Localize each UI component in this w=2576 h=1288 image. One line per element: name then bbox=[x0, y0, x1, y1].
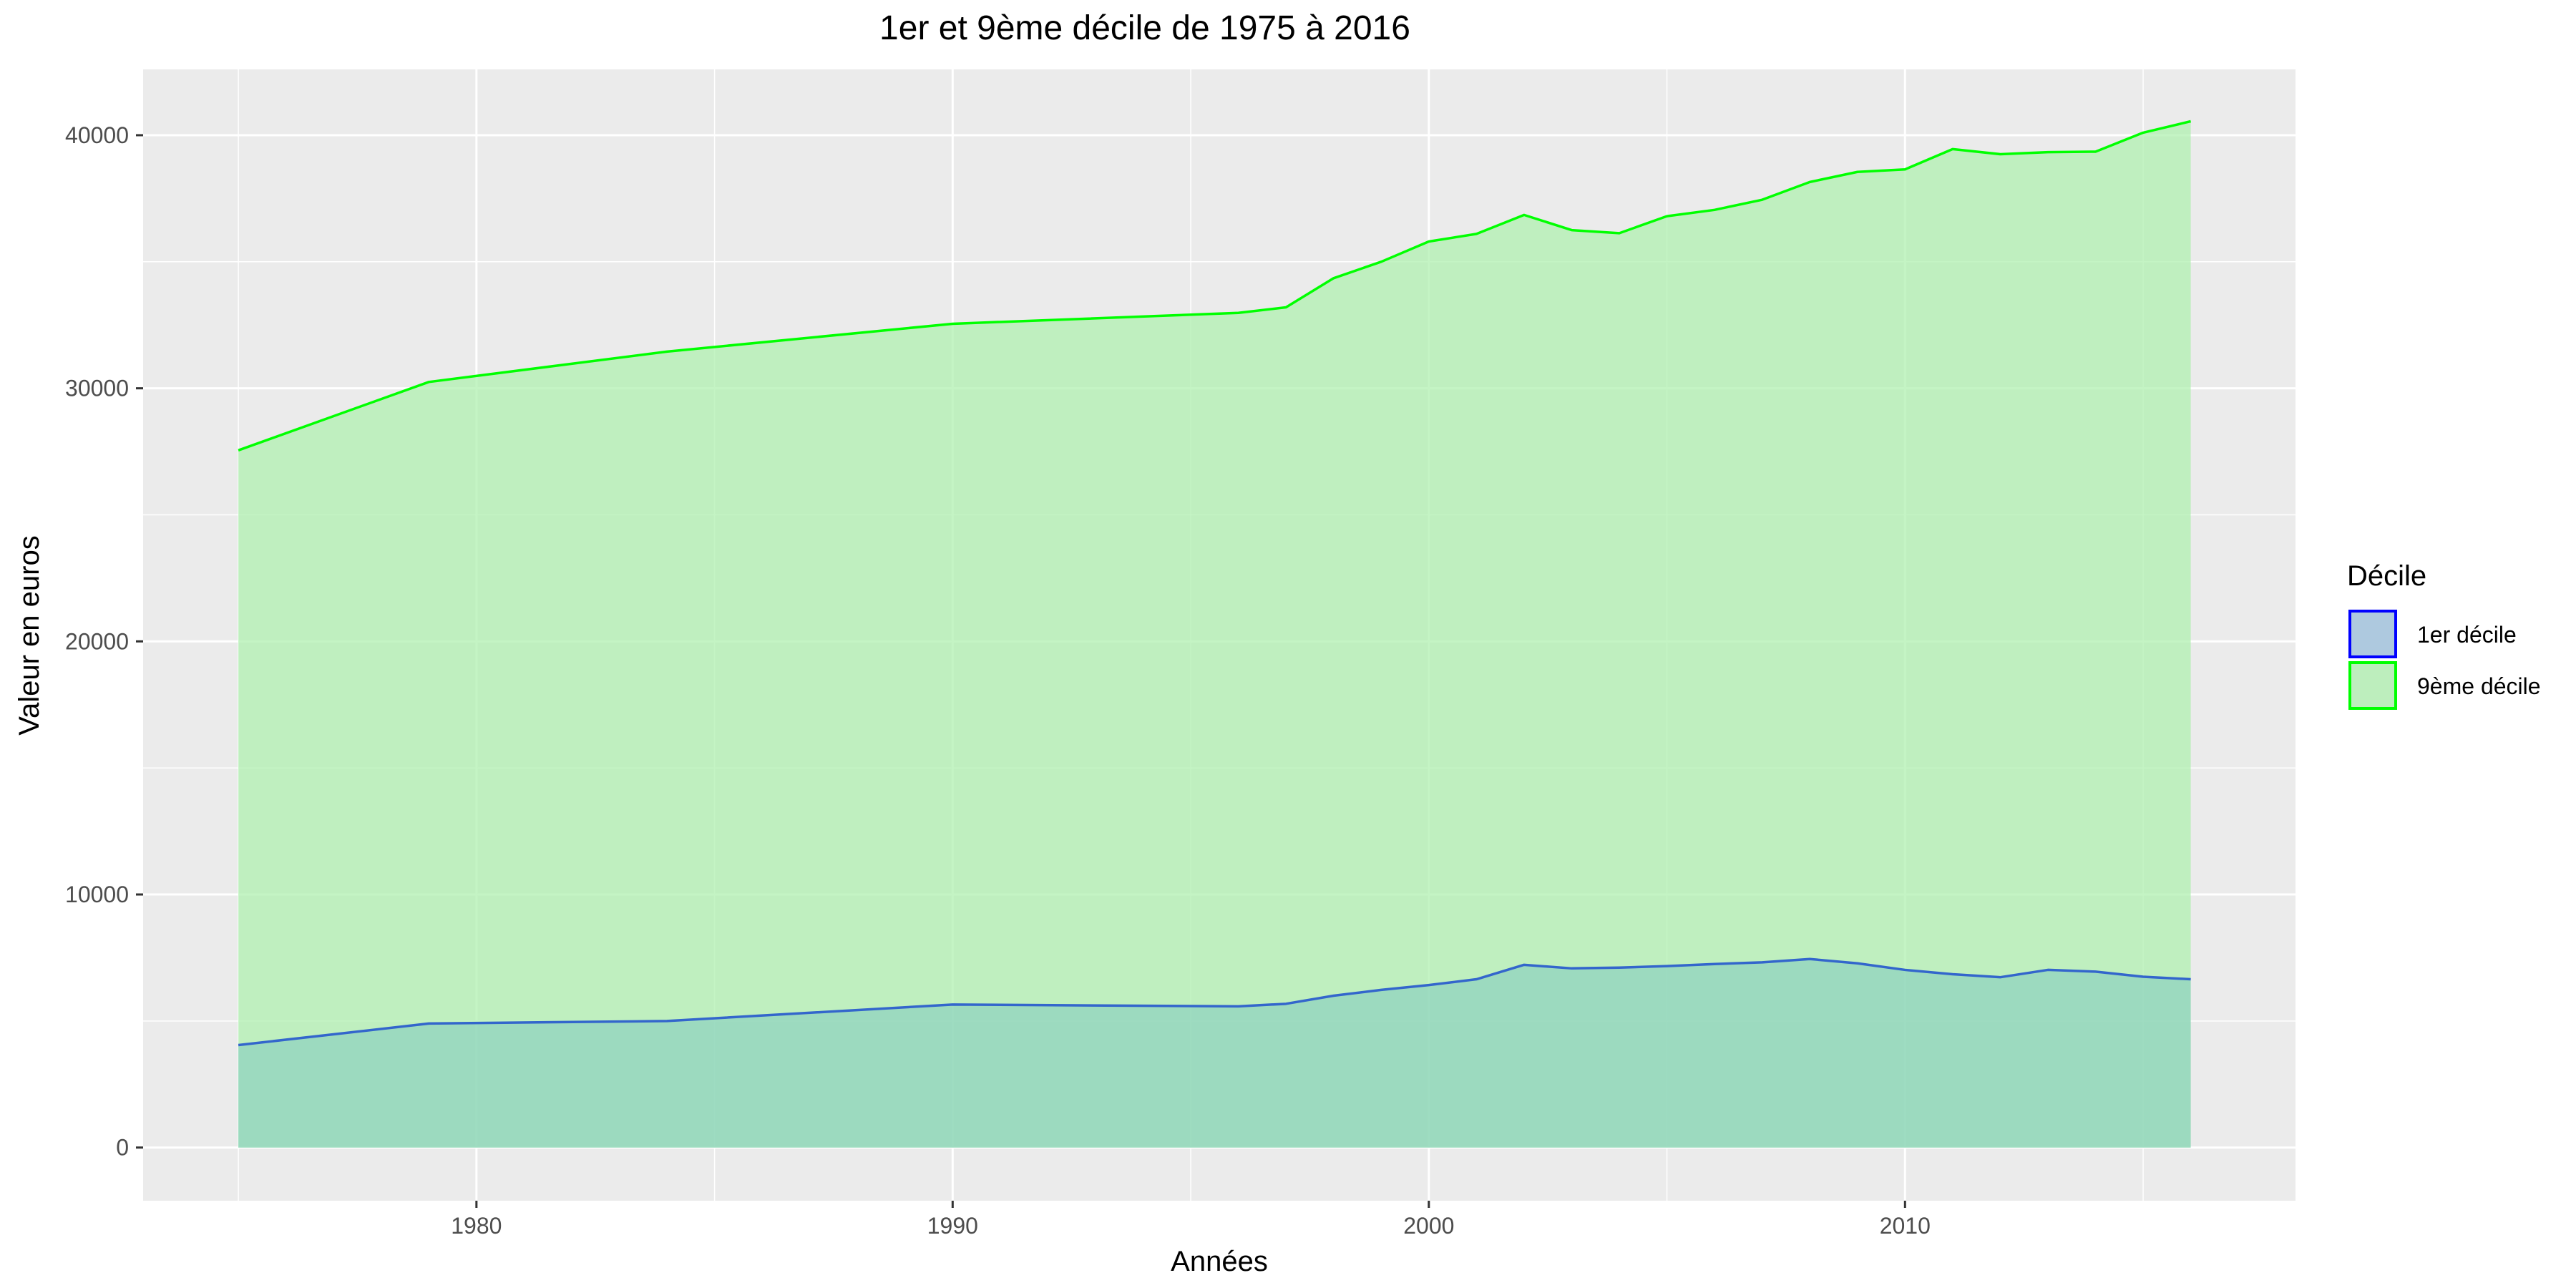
y-tick-label: 40000 bbox=[65, 122, 129, 148]
x-tick-label: 2010 bbox=[1880, 1213, 1931, 1239]
x-axis-title: Années bbox=[1171, 1246, 1268, 1277]
y-axis: 0 10000 20000 30000 40000 bbox=[65, 122, 143, 1161]
legend-title: Décile bbox=[2347, 560, 2426, 592]
legend-swatch bbox=[2348, 610, 2397, 658]
area-layer bbox=[238, 121, 2191, 1148]
line-1er-décile bbox=[238, 957, 2191, 1047]
x-axis: 1980 1990 2000 2010 bbox=[451, 1201, 1931, 1239]
y-axis-title: Valeur en euros bbox=[14, 535, 45, 735]
x-tick-label: 1980 bbox=[451, 1213, 502, 1239]
y-tick-label: 10000 bbox=[65, 882, 129, 907]
line-layer bbox=[238, 119, 2192, 1047]
legend-label: 9ème décile bbox=[2417, 673, 2541, 699]
legend: Décile 1er décile 9ème décile bbox=[2347, 560, 2541, 710]
area-1er-décile bbox=[238, 959, 2191, 1148]
line-9ème-décile bbox=[238, 119, 2192, 452]
area-9ème-décile bbox=[238, 121, 2191, 1148]
y-tick-label: 0 bbox=[116, 1135, 129, 1161]
legend-label: 1er décile bbox=[2417, 622, 2517, 648]
legend-swatch bbox=[2348, 661, 2397, 710]
y-tick-label: 30000 bbox=[65, 376, 129, 401]
x-tick-label: 2000 bbox=[1403, 1213, 1454, 1239]
y-tick-label: 20000 bbox=[65, 628, 129, 654]
chart-title: 1er et 9ème décile de 1975 à 2016 bbox=[879, 9, 1410, 47]
x-tick-label: 1990 bbox=[927, 1213, 978, 1239]
